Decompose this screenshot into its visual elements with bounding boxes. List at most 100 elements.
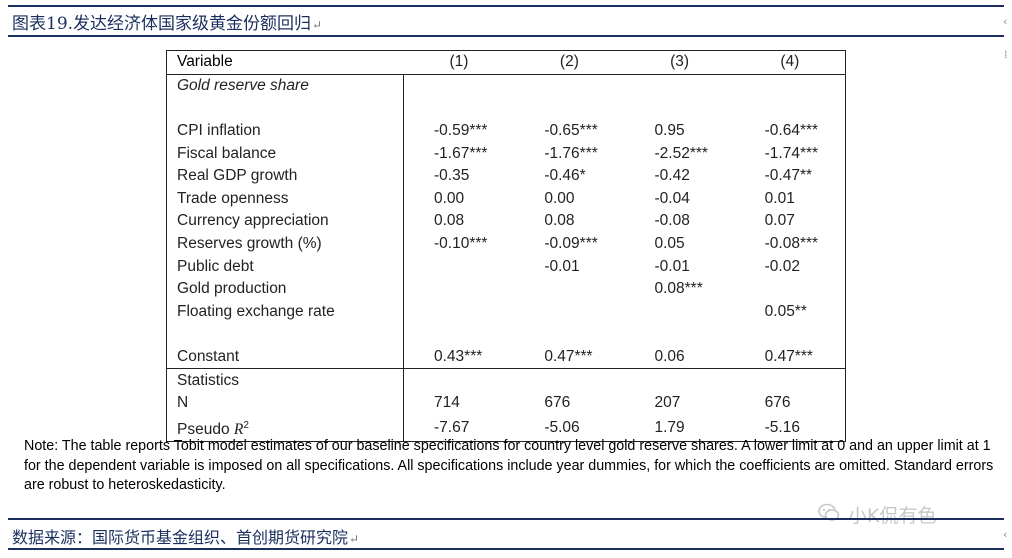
header-col-1: (1) [403,50,515,75]
cell [624,301,734,324]
top-rule [8,5,1004,7]
statistics-label: Statistics [166,368,404,392]
cell: 0.06 [654,348,685,366]
edge-cursor-icon: ⁞ [1004,48,1008,61]
cell: -0.47** [764,167,813,185]
row-label: Real GDP growth [166,164,404,188]
table-header-row: Variable (1) (2) (3) (4) [166,50,846,75]
regression-table: Variable (1) (2) (3) (4) Gold reserve sh… [166,50,846,442]
cell: -0.42 [654,167,690,185]
cell: -5.06 [544,418,580,436]
row-label: Currency appreciation [166,210,404,233]
title-underline [8,35,1004,37]
r-superscript: 2 [243,419,249,431]
table-row: Gold production 0.08*** [166,277,846,301]
source-text: 数据来源：国际货币基金组织、首创期货研究院 [12,528,349,547]
return-mark: ↵ [349,532,360,546]
edge-arrow-icon: ‹ [1003,15,1008,28]
row-label: Fiscal balance [166,142,404,165]
cell [404,255,515,278]
cell: 0.08 [434,212,465,230]
row-label: Public debt [166,255,404,278]
cell: -0.64*** [764,122,819,140]
cell: 0.00 [434,189,465,207]
cell: -0.46* [544,167,586,185]
watermark-text: 小K侃有色 [848,505,937,527]
row-label: Floating exchange rate [166,300,404,324]
cell: -2.52*** [654,144,708,162]
constant-row: Constant 0.43*** 0.47*** 0.06 0.47*** [166,345,846,369]
header-col-3: (3) [624,50,735,75]
cell: -1.74*** [764,144,819,162]
watermark: 小K侃有色 [818,501,936,528]
cell: -1.76*** [544,144,598,162]
wechat-icon [818,503,840,527]
cell [404,301,515,324]
cell: -1.67*** [434,144,488,162]
cell: -0.01 [544,257,580,275]
table-row: CPI inflation -0.59*** -0.65*** 0.95 -0.… [166,119,846,143]
r-symbol: R [233,420,244,438]
cell: -0.01 [654,257,690,275]
cell [404,278,515,301]
row-label: Constant [166,345,404,369]
bottom-rule [8,548,1004,550]
cell: 0.05** [764,302,807,320]
table-row: Real GDP growth -0.35 -0.46* -0.42 -0.47… [166,164,846,188]
cell [735,278,846,301]
cell: 0.47*** [544,348,593,366]
row-label: N [166,391,404,415]
spacer-row [166,97,846,120]
figure-title-text: 图表19.发达经济体国家级黄金份额回归 [12,14,312,34]
cell: -0.09*** [544,235,598,253]
cell: 676 [764,394,791,412]
row-label: Reserves growth (%) [166,232,404,256]
cell: 1.79 [654,418,685,436]
cell: 0.00 [544,189,575,207]
cell: 0.05 [654,235,685,253]
table-row: Trade openness 0.00 0.00 -0.04 0.01 [166,187,846,211]
cell: -0.59*** [434,122,488,140]
cell: 0.95 [654,122,685,140]
table-row: Currency appreciation 0.08 0.08 -0.08 0.… [166,210,846,233]
return-mark: ↵ [312,18,323,32]
cell: 0.08 [544,212,575,230]
cell: 0.01 [764,189,795,207]
table-row: Fiscal balance -1.67*** -1.76*** -2.52**… [166,142,846,165]
cell: -7.67 [434,418,470,436]
cell: 0.43*** [434,348,483,366]
header-col-2: (2) [514,50,625,75]
header-variable: Variable [166,50,404,75]
source-line: 数据来源：国际货币基金组织、首创期货研究院↵ [12,524,359,548]
table-note: Note: The table reports Tobit model esti… [24,438,994,493]
dependent-variable-row: Gold reserve share [166,74,846,98]
cell: -0.35 [434,167,470,185]
table-row: Reserves growth (%) -0.10*** -0.09*** 0.… [166,232,846,256]
cell: 714 [434,394,460,412]
cell [514,301,624,324]
row-label: Gold production [166,277,404,301]
cell: 207 [654,394,681,412]
row-label: CPI inflation [166,119,404,143]
cell: -0.02 [764,257,800,275]
spacer-row [166,323,846,346]
source-rule [8,518,1004,520]
pseudo-label-prefix: Pseudo [177,420,234,438]
statistics-row: Statistics [166,368,846,392]
cell: 676 [544,394,571,412]
cell [514,278,624,301]
cell: -0.04 [654,189,690,207]
pseudo-r2-row: Pseudo R2 -7.67 -5.06 1.79 -5.16 [166,414,846,442]
cell: -0.65*** [544,122,598,140]
cell: -0.08 [654,212,690,230]
n-row: N 714 676 207 676 [166,391,846,415]
row-label: Pseudo R2 [166,414,404,442]
cell: 0.07 [764,212,795,230]
header-col-4: (4) [734,50,846,75]
edge-arrow-icon: ‹ [1003,528,1008,541]
cell: -0.08*** [764,235,819,253]
cell: 0.08*** [654,280,703,298]
row-label: Trade openness [166,187,404,211]
table-row: Public debt -0.01 -0.01 -0.02 [166,255,846,278]
table-row: Floating exchange rate 0.05** [166,300,846,324]
